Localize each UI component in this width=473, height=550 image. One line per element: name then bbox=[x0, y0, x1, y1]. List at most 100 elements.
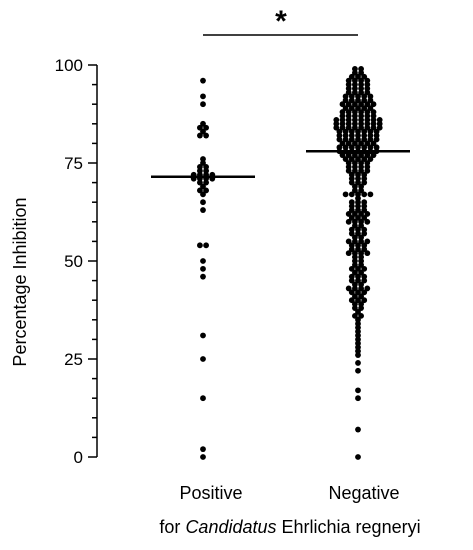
data-point-negative bbox=[358, 140, 364, 147]
data-point-negative bbox=[361, 73, 368, 80]
data-point-positive bbox=[200, 207, 206, 213]
y-tick-label: 50 bbox=[64, 252, 83, 271]
data-point-negative bbox=[352, 285, 358, 292]
data-point-negative bbox=[352, 238, 358, 245]
data-point-negative bbox=[358, 285, 364, 292]
data-point-negative bbox=[358, 211, 364, 217]
data-point-negative bbox=[345, 167, 352, 174]
x-axis-title-part: Ehrlichia regneryi bbox=[277, 517, 421, 537]
data-point-negative bbox=[358, 262, 364, 268]
x-axis-title: for Candidatus Ehrlichia regneryi bbox=[159, 517, 420, 537]
data-point-negative bbox=[355, 105, 361, 112]
data-point-negative bbox=[364, 101, 371, 108]
data-point-negative bbox=[358, 167, 364, 174]
data-point-negative bbox=[345, 250, 352, 257]
data-point-positive bbox=[200, 191, 206, 198]
data-point-negative bbox=[355, 387, 361, 394]
data-point-negative bbox=[376, 124, 383, 131]
data-point-negative bbox=[345, 211, 352, 217]
data-point-negative bbox=[348, 214, 355, 221]
data-point-negative bbox=[364, 89, 371, 96]
data-point-negative bbox=[352, 211, 358, 217]
data-point-negative bbox=[345, 101, 352, 108]
data-point-negative bbox=[352, 312, 358, 319]
data-point-negative bbox=[345, 238, 352, 245]
data-point-negative bbox=[355, 207, 361, 213]
data-point-negative bbox=[361, 136, 368, 143]
data-point-negative bbox=[348, 191, 355, 198]
data-point-negative bbox=[348, 73, 355, 80]
data-point-negative bbox=[352, 305, 358, 311]
data-point-negative bbox=[358, 69, 364, 76]
y-ticks: 0 25 50 75 100 bbox=[55, 56, 97, 467]
data-point-positive bbox=[203, 179, 210, 186]
data-point-positive bbox=[200, 258, 206, 264]
data-point-negative bbox=[367, 105, 374, 112]
data-point-positive bbox=[200, 183, 206, 190]
data-point-negative bbox=[348, 230, 355, 237]
data-point-negative bbox=[355, 454, 361, 460]
data-point-negative bbox=[352, 101, 358, 108]
data-point-negative bbox=[352, 293, 358, 300]
data-point-positive bbox=[200, 265, 206, 272]
data-point-negative bbox=[352, 89, 358, 96]
data-point-positive bbox=[200, 446, 206, 453]
data-point-positive bbox=[200, 273, 206, 280]
data-point-negative bbox=[339, 101, 346, 108]
data-point-negative bbox=[352, 222, 358, 229]
data-point-negative bbox=[333, 124, 340, 131]
data-point-negative bbox=[361, 230, 368, 237]
data-point-negative bbox=[358, 238, 364, 245]
data-point-negative bbox=[364, 238, 371, 245]
data-point-positive bbox=[200, 395, 206, 402]
data-point-negative bbox=[358, 124, 364, 131]
data-point-negative bbox=[352, 124, 358, 131]
data-point-negative bbox=[364, 211, 371, 217]
data-point-negative bbox=[361, 277, 368, 284]
significance-marker: * bbox=[275, 5, 287, 38]
data-point-negative bbox=[370, 124, 377, 131]
data-point-negative bbox=[342, 97, 349, 104]
data-point-negative bbox=[364, 285, 371, 292]
data-point-negative bbox=[361, 191, 368, 198]
x-category-label: Negative bbox=[328, 483, 399, 503]
data-point-negative bbox=[355, 265, 361, 272]
data-point-negative bbox=[355, 297, 361, 304]
data-point-negative bbox=[358, 312, 364, 319]
data-point-positive bbox=[200, 454, 206, 460]
data-point-negative bbox=[345, 140, 352, 147]
data-point-negative bbox=[358, 89, 364, 96]
data-point-negative bbox=[355, 289, 361, 296]
data-point-negative bbox=[355, 309, 361, 315]
data-point-negative bbox=[358, 293, 364, 300]
data-point-positive bbox=[203, 132, 210, 139]
data-point-negative bbox=[358, 152, 364, 159]
data-point-positive bbox=[200, 120, 206, 127]
data-point-negative bbox=[352, 152, 358, 159]
data-point-negative bbox=[342, 191, 349, 198]
y-tick-label: 75 bbox=[64, 154, 83, 173]
data-point-negative bbox=[364, 218, 371, 225]
data-point-negative bbox=[367, 97, 374, 104]
data-point-negative bbox=[352, 269, 358, 276]
data-point-positive bbox=[203, 124, 210, 131]
data-point-positive bbox=[203, 242, 210, 249]
data-point-negative bbox=[345, 218, 352, 225]
data-point-negative bbox=[345, 124, 352, 131]
data-point-positive bbox=[200, 160, 206, 166]
data-point-positive bbox=[200, 199, 206, 206]
data-point-negative bbox=[352, 140, 358, 147]
data-point-negative bbox=[361, 207, 368, 213]
data-point-negative bbox=[339, 140, 346, 147]
data-point-negative bbox=[345, 152, 352, 159]
data-point-negative bbox=[342, 136, 349, 143]
data-point-negative bbox=[355, 395, 361, 402]
data-point-negative bbox=[355, 179, 361, 186]
x-category-labels: Positive Negative bbox=[179, 483, 399, 503]
data-point-negative bbox=[361, 97, 368, 104]
data-point-negative bbox=[348, 289, 355, 296]
data-point-positive bbox=[197, 242, 203, 249]
data-point-negative bbox=[348, 277, 355, 284]
data-point-negative bbox=[361, 105, 368, 112]
data-point-negative bbox=[367, 136, 374, 143]
